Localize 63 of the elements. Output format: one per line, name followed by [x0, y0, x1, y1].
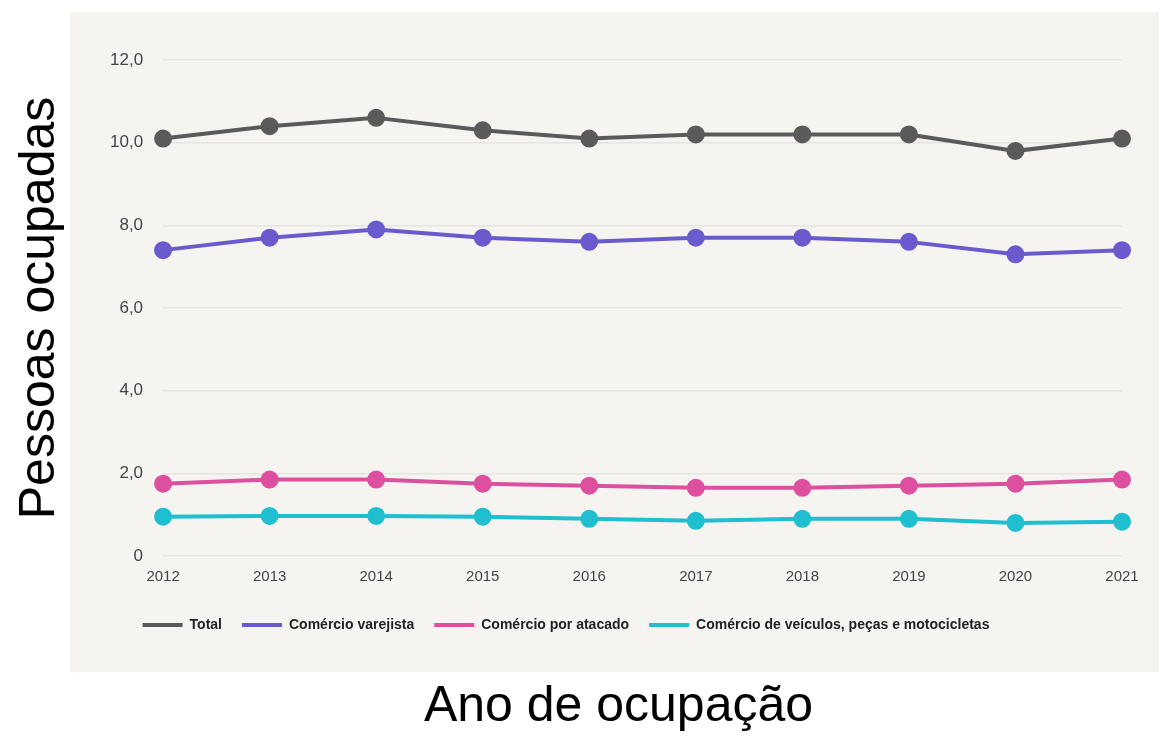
- x-tick-label: 2020: [998, 567, 1033, 585]
- point: [1113, 470, 1131, 489]
- point: [686, 511, 705, 530]
- y-tick-label: 6,0: [119, 297, 144, 317]
- point: [686, 478, 705, 497]
- point: [793, 478, 812, 497]
- y-tick-label: 12,0: [109, 49, 144, 69]
- x-tick-label: 2019: [892, 567, 926, 585]
- point: [899, 509, 918, 528]
- point: [367, 506, 386, 525]
- point: [580, 476, 599, 495]
- point: [154, 241, 173, 260]
- y-axis-title: Pessoas ocupadas: [8, 96, 65, 520]
- point: [580, 232, 599, 251]
- y-tick-label: 4,0: [119, 380, 144, 400]
- point: [367, 220, 386, 239]
- legend-label: Comércio varejista: [288, 615, 415, 632]
- point: [580, 129, 599, 148]
- x-tick-label: 2016: [572, 567, 606, 585]
- point: [473, 507, 492, 526]
- point: [580, 509, 599, 528]
- x-tick-label: 2021: [1105, 567, 1139, 585]
- point: [793, 509, 812, 528]
- point: [260, 228, 279, 247]
- point: [1113, 241, 1131, 260]
- x-tick-label: 2018: [785, 567, 820, 585]
- y-tick-label: 0: [133, 545, 144, 565]
- y-tick-label: 8,0: [119, 215, 144, 235]
- point: [473, 474, 492, 493]
- point: [260, 506, 279, 525]
- legend-label: Comércio por atacado: [481, 615, 630, 632]
- point: [899, 232, 918, 251]
- point: [1006, 513, 1025, 532]
- point: [367, 108, 386, 127]
- point: [154, 507, 173, 526]
- point: [1113, 129, 1131, 148]
- point: [367, 470, 386, 489]
- legend-label: Total: [189, 615, 222, 632]
- point: [686, 125, 705, 144]
- point: [260, 117, 279, 136]
- point: [473, 228, 492, 247]
- x-tick-label: 2017: [679, 567, 713, 585]
- point: [1006, 245, 1025, 264]
- point: [793, 125, 812, 144]
- point: [473, 121, 492, 140]
- y-tick-label: 10,0: [109, 132, 144, 152]
- x-tick-label: 2015: [466, 567, 500, 585]
- legend-label: Comércio de veículos, peças e motocicletas: [696, 615, 990, 632]
- x-tick-label: 2014: [359, 567, 393, 585]
- point: [260, 470, 279, 489]
- point: [1006, 141, 1025, 160]
- point: [1006, 474, 1025, 493]
- point: [1113, 512, 1131, 531]
- y-tick-label: 2,0: [119, 463, 144, 483]
- point: [154, 129, 173, 148]
- point: [899, 125, 918, 144]
- point: [686, 228, 705, 247]
- point: [154, 474, 173, 493]
- point: [899, 476, 918, 495]
- point: [793, 228, 812, 247]
- x-tick-label: 2012: [146, 567, 180, 585]
- x-tick-label: 2013: [252, 567, 287, 585]
- x-axis-title: Ano de ocupação: [422, 675, 815, 734]
